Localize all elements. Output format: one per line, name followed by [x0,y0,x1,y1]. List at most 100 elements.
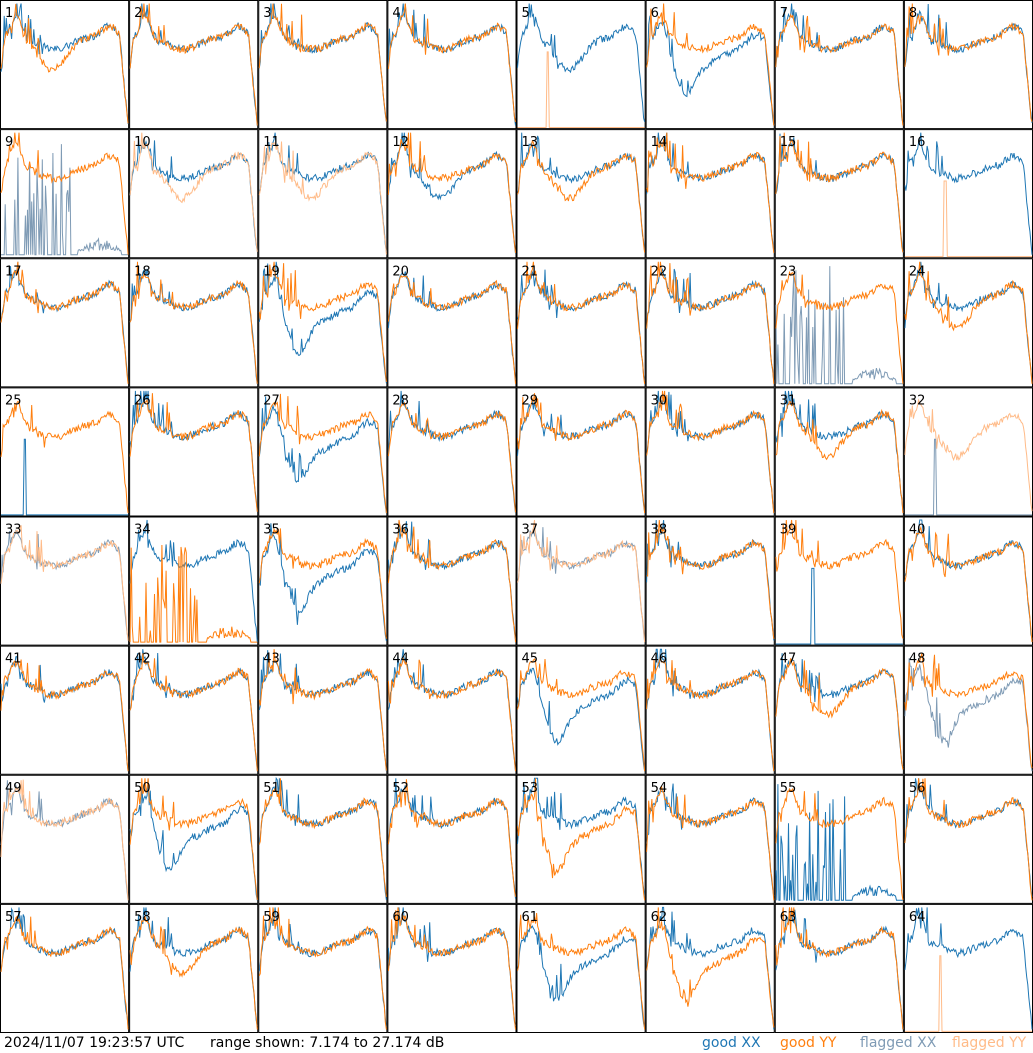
panel-30[interactable]: 30 [645,387,775,517]
panel-52[interactable]: 52 [387,774,517,904]
panel-number: 37 [522,523,539,538]
panel-number: 52 [392,781,409,796]
series-flagged-xx [904,658,1033,772]
panel-54[interactable]: 54 [645,774,775,904]
panel-number: 11 [263,135,280,150]
panel-8[interactable]: 8 [903,0,1033,130]
panel-38[interactable]: 38 [645,516,775,646]
panel-47[interactable]: 47 [774,645,904,775]
series-flagged-yy [129,132,258,252]
panel-13[interactable]: 13 [516,129,646,259]
panel-16[interactable]: 16 [903,129,1033,259]
panel-11[interactable]: 11 [258,129,388,259]
panel-36[interactable]: 36 [387,516,517,646]
panel-34[interactable]: 34 [129,516,259,646]
series-good-xx [129,519,258,643]
panel-39[interactable]: 39 [774,516,904,646]
panel-23[interactable]: 23 [774,258,904,388]
panel-3[interactable]: 3 [258,0,388,130]
panel-44[interactable]: 44 [387,645,517,775]
panel-33[interactable]: 33 [0,516,130,646]
series-good-yy [517,393,646,514]
panel-22[interactable]: 22 [645,258,775,388]
panel-21[interactable]: 21 [516,258,646,388]
panel-37[interactable]: 37 [516,516,646,646]
series-good-yy [646,132,775,253]
panel-64[interactable]: 64 [903,903,1033,1033]
series-good-yy [129,393,258,512]
panel-51[interactable]: 51 [258,774,388,904]
panel-43[interactable]: 43 [258,645,388,775]
panel-17[interactable]: 17 [0,258,130,388]
series-good-yy [904,261,1033,384]
panel-28[interactable]: 28 [387,387,517,517]
panel-27[interactable]: 27 [258,387,388,517]
series-flagged-xx [1,144,129,256]
panel-50[interactable]: 50 [129,774,259,904]
series-good-yy [387,274,516,384]
panel-frame [903,258,1033,388]
panel-40[interactable]: 40 [903,516,1033,646]
panel-53[interactable]: 53 [516,774,646,904]
panel-48[interactable]: 48 [903,645,1033,775]
panel-46[interactable]: 46 [645,645,775,775]
panel-frame [903,0,1033,130]
panel-frame [258,258,388,388]
panel-number: 28 [392,393,409,408]
panel-number: 55 [780,781,797,796]
panel-number: 33 [5,523,22,538]
panel-12[interactable]: 12 [387,129,517,259]
panel-42[interactable]: 42 [129,645,259,775]
panel-41[interactable]: 41 [0,645,130,775]
panel-number: 14 [651,135,668,150]
series-good-yy [646,519,775,639]
panel-19[interactable]: 19 [258,258,388,388]
panel-14[interactable]: 14 [645,129,775,259]
series-flagged-xx [775,266,903,385]
panel-32[interactable]: 32 [903,387,1033,517]
panel-61[interactable]: 61 [516,903,646,1033]
panel-18[interactable]: 18 [129,258,259,388]
panel-35[interactable]: 35 [258,516,388,646]
series-good-xx [0,3,129,124]
panel-number: 34 [134,523,151,538]
panel-number: 16 [909,135,926,150]
panel-7[interactable]: 7 [774,0,904,130]
panel-number: 32 [909,393,926,408]
panel-49[interactable]: 49 [0,774,130,904]
panel-45[interactable]: 45 [516,645,646,775]
panel-2[interactable]: 2 [129,0,259,130]
panel-25[interactable]: 25 [0,387,130,517]
panel-62[interactable]: 62 [645,903,775,1033]
panel-1[interactable]: 1 [0,0,130,130]
panel-9[interactable]: 9 [0,129,130,259]
series-good-yy [775,13,904,126]
series-flagged-yy [904,398,1033,512]
panel-57[interactable]: 57 [0,903,130,1033]
panel-24[interactable]: 24 [903,258,1033,388]
panel-frame [516,0,646,130]
panel-number: 20 [392,264,409,279]
series-flagged-yy [0,779,129,901]
panel-56[interactable]: 56 [903,774,1033,904]
panel-5[interactable]: 5 [516,0,646,130]
panel-60[interactable]: 60 [387,903,517,1033]
series-good-xx [904,907,1033,1030]
panel-58[interactable]: 58 [129,903,259,1033]
panel-31[interactable]: 31 [774,387,904,517]
series-good-yy [387,519,516,643]
panel-10[interactable]: 10 [129,129,259,259]
panel-15[interactable]: 15 [774,129,904,259]
panel-20[interactable]: 20 [387,258,517,388]
series-good-xx [258,261,387,384]
panel-number: 47 [780,652,797,667]
panel-number: 41 [5,652,22,667]
panel-6[interactable]: 6 [645,0,775,130]
panel-59[interactable]: 59 [258,903,388,1033]
panel-29[interactable]: 29 [516,387,646,517]
panel-4[interactable]: 4 [387,0,517,130]
panel-63[interactable]: 63 [774,903,904,1033]
panel-26[interactable]: 26 [129,387,259,517]
series-good-yy [258,778,387,897]
panel-55[interactable]: 55 [774,774,904,904]
